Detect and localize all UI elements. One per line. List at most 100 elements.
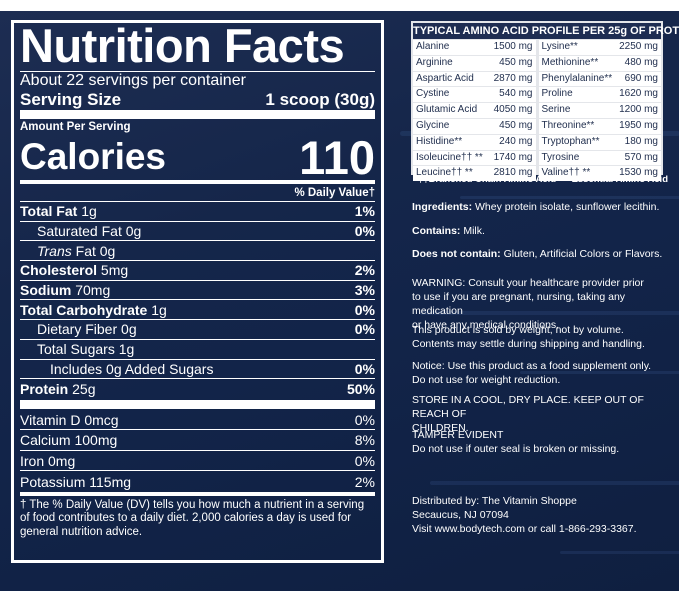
- amino-value: 240 mg: [499, 135, 533, 147]
- tamper-line: Do not use if outer seal is broken or mi…: [412, 443, 620, 455]
- nutrient-daily-value: 2%: [354, 262, 375, 279]
- nutrient-row: Total Sugars 1g: [20, 340, 375, 360]
- nutrient-daily-value: 0%: [354, 223, 375, 240]
- amino-name: Cystine: [416, 88, 450, 100]
- amino-cell: Histidine** 240 mg: [413, 134, 536, 150]
- nutrient-name: Includes 0g Added Sugars: [50, 360, 214, 377]
- distributor-line: Visit www.bodytech.com or call 1-866-293…: [412, 523, 637, 535]
- amino-value: 480 mg: [624, 56, 658, 68]
- vitamin-rows: Vitamin D 0mcg 0% Calcium 100mg 8% Iron 0mg 0…: [20, 410, 375, 492]
- vitamin-row: Potassium 115mg 2%: [20, 471, 375, 492]
- storage-instructions: STORE IN A COOL, DRY PLACE. KEEP OUT OF …: [412, 393, 667, 435]
- medium-divider: [20, 491, 375, 496]
- nutrient-rows: Total Fat 1g 1% Saturated Fat 0g 0% Trans Fa…: [20, 202, 375, 399]
- nutrient-label: Saturated Fat 0g: [20, 223, 141, 239]
- nutrient-label: Includes 0g Added Sugars: [20, 361, 213, 377]
- amino-value: 2250 mg: [619, 41, 658, 52]
- amino-value: 1500 mg: [493, 41, 533, 52]
- amino-name: Aspartic Acid: [416, 72, 474, 84]
- amino-value: 180 mg: [624, 135, 658, 147]
- amino-grid: Alanine 1500 mg Lysine** 2250 mg Arginine 450…: [413, 39, 661, 182]
- does-not-contain: Does not contain: Gluten, Artificial Col…: [412, 247, 667, 261]
- nutrient-amount: 5mg: [100, 262, 129, 279]
- nutrient-name: Total Fat: [20, 203, 78, 220]
- amino-value: 690 mg: [624, 72, 658, 84]
- contains-label: Contains:: [412, 225, 461, 237]
- serving-size-value: 1 scoop (30g): [265, 90, 375, 109]
- nutrient-row: Includes 0g Added Sugars 0%: [20, 360, 375, 380]
- amino-name: Tryptophan**: [541, 135, 600, 147]
- nutrient-name: Total Carbohydrate: [20, 301, 148, 318]
- vitamin-label: Calcium 100mg: [20, 432, 118, 449]
- nutrient-name: Trans: [37, 242, 72, 259]
- amino-value: 2810 mg: [493, 167, 533, 179]
- amino-cell: Proline 1620 mg: [538, 87, 661, 103]
- nutrient-row: Sodium 70mg 3%: [20, 281, 375, 301]
- amino-value: 540 mg: [499, 88, 533, 100]
- daily-value-header: % Daily Value†: [294, 186, 375, 199]
- nutrient-daily-value: 3%: [354, 282, 375, 299]
- nutrient-name: Total Sugars: [37, 341, 115, 358]
- amino-cell: Phenylalanine** 690 mg: [538, 71, 661, 87]
- nutrient-amount: 0g: [121, 321, 137, 338]
- amount-per-serving: Amount Per Serving: [20, 121, 131, 133]
- amino-cell: Leucine†† ** 2810 mg: [413, 166, 536, 182]
- nutrient-daily-value: 0%: [354, 301, 375, 318]
- amino-acid-table: TYPICAL AMINO ACID PROFILE PER 25g OF PR…: [411, 21, 679, 182]
- calories-row: Calories 110: [20, 131, 375, 184]
- medium-divider: [20, 180, 375, 184]
- vitamin-daily-value: 0%: [354, 452, 375, 469]
- not-contain-text: Gluten, Artificial Colors or Flavors.: [503, 248, 663, 260]
- vitamin-label: Iron 0mg: [20, 452, 76, 469]
- ingredients-text: Whey protein isolate, sunflower lecithin…: [475, 201, 660, 213]
- nutrient-row: Saturated Fat 0g 0%: [20, 222, 375, 242]
- nutrient-row: Dietary Fiber 0g 0%: [20, 320, 375, 340]
- nutrient-name: Dietary Fiber: [37, 321, 118, 338]
- nutrient-daily-value: 0%: [354, 360, 375, 377]
- vitamin-row: Calcium 100mg 8%: [20, 430, 375, 451]
- amino-cell: Valine†† ** 1530 mg: [538, 166, 661, 182]
- amino-table-title: TYPICAL AMINO ACID PROFILE PER 25g OF PR…: [413, 23, 679, 39]
- nutrient-label: Trans Fat 0g: [20, 243, 115, 259]
- nutrient-daily-value: 1%: [354, 203, 375, 220]
- nutrient-name: Sodium: [20, 282, 72, 299]
- not-contain-label: Does not contain:: [412, 248, 501, 260]
- nutrient-amount: 25g: [72, 381, 96, 398]
- nutrient-amount: 1g: [151, 301, 167, 318]
- amino-value: 2870 mg: [493, 72, 533, 84]
- tamper-line: TAMPER EVIDENT: [412, 429, 504, 441]
- vitamin-daily-value: 0%: [354, 411, 375, 428]
- legend-eaa: ** Essential Amino Acid: [561, 174, 668, 185]
- amino-cell: Arginine 450 mg: [413, 55, 536, 71]
- nutrient-daily-value: 0%: [354, 321, 375, 338]
- nutrient-label: Total Carbohydrate 1g: [20, 302, 167, 318]
- amino-name: Serine: [541, 104, 571, 116]
- weight-notice: This product is sold by weight, not by v…: [412, 323, 667, 351]
- amino-cell: Cystine 540 mg: [413, 87, 536, 103]
- nutrient-label: Sodium 70mg: [20, 282, 110, 298]
- nutrient-label: Total Fat 1g: [20, 203, 97, 219]
- amino-value: 570 mg: [624, 151, 658, 163]
- divider: [20, 71, 375, 72]
- amino-name: Valine†† **: [541, 167, 591, 179]
- nutrient-row: Total Carbohydrate 1g 0%: [20, 300, 375, 321]
- nutrient-row: Total Fat 1g 1%: [20, 202, 375, 222]
- distributor-line: Secaucus, NJ 07094: [412, 509, 509, 521]
- amino-cell: Threonine** 1950 mg: [538, 118, 661, 134]
- nutrient-name: Saturated Fat: [37, 223, 122, 240]
- vitamin-label: Potassium 115mg: [20, 473, 132, 490]
- warning-text: WARNING: Consult your healthcare provide…: [412, 276, 667, 332]
- contains-text: Milk.: [463, 225, 485, 237]
- distributor-line: Distributed by: The Vitamin Shoppe: [412, 495, 577, 507]
- amino-value: 1200 mg: [619, 104, 658, 116]
- nutrient-amount: 70mg: [75, 282, 111, 299]
- vitamin-row: Vitamin D 0mcg 0%: [20, 410, 375, 431]
- amino-value: 450 mg: [499, 56, 533, 68]
- amino-cell: Tyrosine 570 mg: [538, 150, 661, 166]
- amino-name: Phenylalanine**: [541, 72, 613, 84]
- amino-name: Alanine: [416, 41, 450, 52]
- nutrition-title: Nutrition Facts: [20, 19, 345, 72]
- nutrient-daily-value: 50%: [346, 381, 375, 398]
- nutrient-label: Cholesterol 5mg: [20, 262, 128, 278]
- vitamin-row: Iron 0mg 0%: [20, 451, 375, 472]
